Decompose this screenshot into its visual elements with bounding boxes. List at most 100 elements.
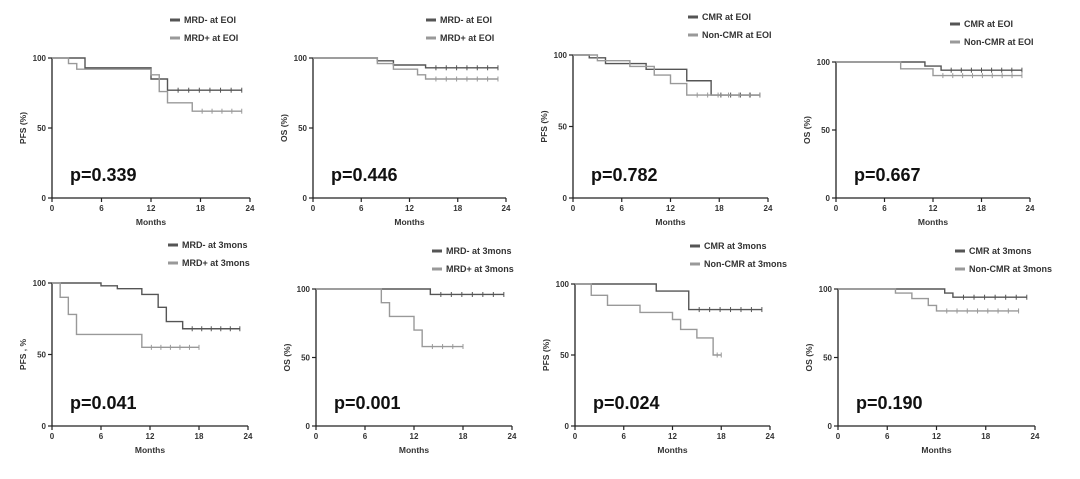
km-curve-series-2 <box>838 288 1019 312</box>
y-tick-label: 100 <box>33 54 47 63</box>
km-curve-series-1 <box>52 282 240 330</box>
y-tick-label: 0 <box>306 422 311 431</box>
y-tick-label: 100 <box>556 280 570 289</box>
y-tick-label: 50 <box>298 124 307 133</box>
y-tick-label: 50 <box>37 351 46 360</box>
x-axis-label: Months <box>918 217 948 227</box>
x-tick-label: 24 <box>502 204 511 213</box>
y-tick-label: 100 <box>554 51 568 60</box>
y-axis-label: PFS , % <box>18 338 28 370</box>
km-panel-1: 0 6 12 18 24 0 50 100 Months PFS (%) MRD- at EOI MR… <box>18 15 255 227</box>
legend-label: CMR at 3mons <box>704 241 767 251</box>
x-axis-label: Months <box>657 445 687 455</box>
p-value: p=0.190 <box>856 393 923 413</box>
km-curve-series-2 <box>52 57 242 112</box>
p-value: p=0.024 <box>593 393 660 413</box>
km-curve-series-1 <box>836 61 1022 71</box>
km-panel-4: 0 6 12 18 24 0 50 100 Months OS (%) CMR at EOI Non-… <box>802 19 1035 227</box>
y-tick-label: 50 <box>558 123 567 132</box>
km-curve-series-1 <box>313 57 498 69</box>
legend-label: Non-CMR at EOI <box>702 30 772 40</box>
legend-label: MRD+ at 3mons <box>182 258 250 268</box>
x-tick-label: 24 <box>1031 432 1040 441</box>
x-tick-label: 24 <box>764 204 773 213</box>
km-curve-series-2 <box>52 282 199 349</box>
x-tick-label: 0 <box>834 204 839 213</box>
x-tick-label: 12 <box>410 432 419 441</box>
y-tick-label: 100 <box>819 285 833 294</box>
y-tick-label: 0 <box>826 194 831 203</box>
x-tick-label: 18 <box>977 204 986 213</box>
x-tick-label: 18 <box>715 204 724 213</box>
x-tick-label: 6 <box>882 204 887 213</box>
p-value: p=0.001 <box>334 393 401 413</box>
y-tick-label: 100 <box>33 279 47 288</box>
x-tick-label: 18 <box>453 204 462 213</box>
y-axis-label: PFS (%) <box>541 339 551 371</box>
legend-label: MRD- at 3mons <box>182 240 248 250</box>
x-tick-label: 24 <box>246 204 255 213</box>
km-curve-series-1 <box>52 57 242 91</box>
y-axis-label: OS (%) <box>282 343 292 371</box>
x-tick-label: 24 <box>244 432 253 441</box>
y-tick-label: 0 <box>828 422 833 431</box>
km-curve-series-1 <box>838 288 1027 298</box>
x-tick-label: 0 <box>571 204 576 213</box>
p-value: p=0.446 <box>331 165 398 185</box>
y-tick-label: 50 <box>560 351 569 360</box>
km-panel-2: 0 6 12 18 24 0 50 100 Months OS (%) MRD- at EOI MRD… <box>279 15 511 227</box>
x-tick-label: 0 <box>573 432 578 441</box>
x-tick-label: 18 <box>196 204 205 213</box>
x-tick-label: 24 <box>1026 204 1035 213</box>
km-panel-6: 0 6 12 18 24 0 50 100 Months OS (%) MRD- at 3mons M… <box>282 246 517 455</box>
x-tick-label: 0 <box>836 432 841 441</box>
legend-label: MRD+ at 3mons <box>446 264 514 274</box>
x-tick-label: 18 <box>981 432 990 441</box>
km-curve-series-1 <box>316 288 504 296</box>
x-tick-label: 0 <box>314 432 319 441</box>
x-tick-label: 6 <box>99 432 104 441</box>
y-tick-label: 100 <box>817 58 831 67</box>
km-curve-series-2 <box>836 61 1022 77</box>
x-tick-label: 12 <box>932 432 941 441</box>
x-axis-label: Months <box>655 217 685 227</box>
km-curve-series-2 <box>313 57 498 80</box>
x-axis-label: Months <box>394 217 424 227</box>
legend-label: MRD- at 3mons <box>446 246 512 256</box>
legend-label: MRD- at EOI <box>440 15 492 25</box>
legend-label: CMR at 3mons <box>969 246 1032 256</box>
p-value: p=0.782 <box>591 165 658 185</box>
x-tick-label: 6 <box>99 204 104 213</box>
legend-label: MRD+ at EOI <box>440 33 494 43</box>
y-axis-label: PFS (%) <box>18 112 28 144</box>
x-tick-label: 18 <box>459 432 468 441</box>
x-tick-label: 12 <box>666 204 675 213</box>
x-tick-label: 6 <box>359 204 364 213</box>
x-tick-label: 12 <box>147 204 156 213</box>
x-axis-label: Months <box>135 445 165 455</box>
x-tick-label: 6 <box>622 432 627 441</box>
x-axis-label: Months <box>399 445 429 455</box>
x-tick-label: 6 <box>620 204 625 213</box>
x-tick-label: 0 <box>50 432 55 441</box>
y-tick-label: 0 <box>42 194 47 203</box>
km-curve-series-2 <box>316 288 463 348</box>
x-tick-label: 24 <box>766 432 775 441</box>
x-axis-label: Months <box>136 217 166 227</box>
legend-label: CMR at EOI <box>964 19 1013 29</box>
x-tick-label: 12 <box>929 204 938 213</box>
x-tick-label: 12 <box>146 432 155 441</box>
y-axis-label: OS (%) <box>804 343 814 371</box>
x-tick-label: 6 <box>885 432 890 441</box>
km-panel-5: 0 6 12 18 24 0 50 100 Months PFS , % MRD- at 3mons… <box>18 240 253 455</box>
legend-label: MRD- at EOI <box>184 15 236 25</box>
x-tick-label: 18 <box>195 432 204 441</box>
x-tick-label: 0 <box>50 204 55 213</box>
km-curve-series-1 <box>575 283 762 311</box>
y-tick-label: 100 <box>297 285 311 294</box>
x-axis-label: Months <box>921 445 951 455</box>
x-tick-label: 0 <box>311 204 316 213</box>
y-tick-label: 0 <box>565 422 570 431</box>
km-panel-8: 0 6 12 18 24 0 50 100 Months OS (%) CMR at 3mons No… <box>804 246 1052 455</box>
